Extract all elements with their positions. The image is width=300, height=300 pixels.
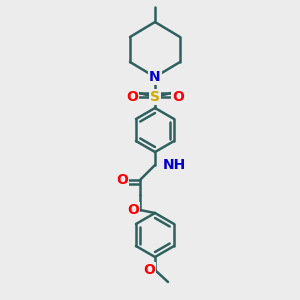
Text: O: O: [126, 90, 138, 104]
Text: N: N: [149, 70, 161, 84]
Text: O: O: [116, 173, 128, 187]
Text: O: O: [127, 203, 139, 217]
Text: NH: NH: [163, 158, 186, 172]
Text: S: S: [150, 90, 160, 104]
Text: O: O: [172, 90, 184, 104]
Text: O: O: [143, 263, 155, 277]
